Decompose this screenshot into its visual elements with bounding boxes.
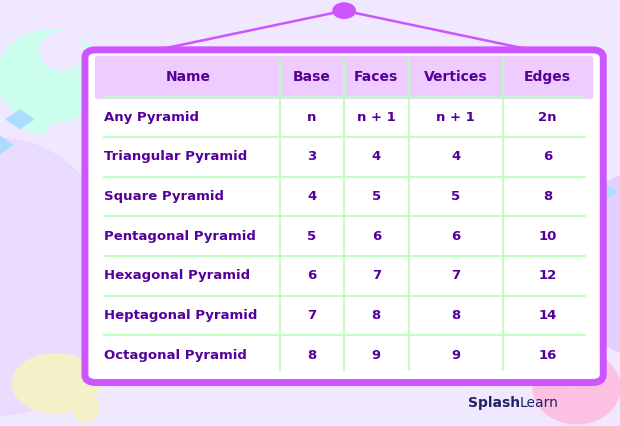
Text: Edges: Edges (524, 70, 571, 84)
Ellipse shape (40, 32, 84, 70)
Text: 5: 5 (308, 230, 316, 242)
Text: 4: 4 (372, 150, 381, 163)
Ellipse shape (74, 396, 99, 422)
Text: 12: 12 (538, 269, 557, 282)
Text: 2n: 2n (538, 110, 557, 124)
Text: 8: 8 (543, 190, 552, 203)
Text: n + 1: n + 1 (357, 110, 396, 124)
Text: Pentagonal Pyramid: Pentagonal Pyramid (104, 230, 255, 242)
Text: 7: 7 (451, 269, 460, 282)
Polygon shape (0, 134, 12, 155)
Text: 7: 7 (372, 269, 381, 282)
Ellipse shape (552, 356, 589, 386)
Text: Triangular Pyramid: Triangular Pyramid (104, 150, 247, 163)
Text: 5: 5 (372, 190, 381, 203)
Text: 10: 10 (538, 230, 557, 242)
Text: Any Pyramid: Any Pyramid (104, 110, 198, 124)
Ellipse shape (19, 105, 49, 134)
Ellipse shape (12, 354, 99, 413)
Text: 8: 8 (372, 309, 381, 322)
Text: 8: 8 (308, 348, 316, 362)
Text: 7: 7 (308, 309, 316, 322)
Circle shape (333, 3, 355, 18)
Text: 14: 14 (538, 309, 557, 322)
FancyBboxPatch shape (95, 56, 593, 99)
Ellipse shape (0, 30, 102, 124)
Text: n + 1: n + 1 (436, 110, 475, 124)
Text: Square Pyramid: Square Pyramid (104, 190, 224, 203)
Ellipse shape (533, 351, 620, 424)
Text: Base: Base (293, 70, 331, 84)
Text: 16: 16 (538, 348, 557, 362)
Text: Octagonal Pyramid: Octagonal Pyramid (104, 348, 246, 362)
Text: n: n (307, 110, 317, 124)
Text: Faces: Faces (354, 70, 399, 84)
Text: 9: 9 (372, 348, 381, 362)
Text: 6: 6 (451, 230, 460, 242)
Text: 6: 6 (372, 230, 381, 242)
Text: Heptagonal Pyramid: Heptagonal Pyramid (104, 309, 257, 322)
Text: Name: Name (166, 70, 210, 84)
Text: 4: 4 (308, 190, 316, 203)
Text: 8: 8 (451, 309, 460, 322)
Text: Learn: Learn (520, 396, 559, 409)
Text: Vertices: Vertices (424, 70, 487, 84)
Text: 5: 5 (451, 190, 460, 203)
Text: 4: 4 (451, 150, 460, 163)
Text: 3: 3 (308, 150, 316, 163)
Ellipse shape (0, 138, 118, 415)
Text: 6: 6 (543, 150, 552, 163)
Text: Hexagonal Pyramid: Hexagonal Pyramid (104, 269, 250, 282)
Polygon shape (581, 180, 616, 204)
Text: 6: 6 (308, 269, 316, 282)
Text: Splash: Splash (468, 396, 520, 409)
FancyBboxPatch shape (85, 50, 603, 383)
Ellipse shape (570, 175, 620, 354)
Text: 9: 9 (451, 348, 460, 362)
Polygon shape (6, 110, 33, 129)
